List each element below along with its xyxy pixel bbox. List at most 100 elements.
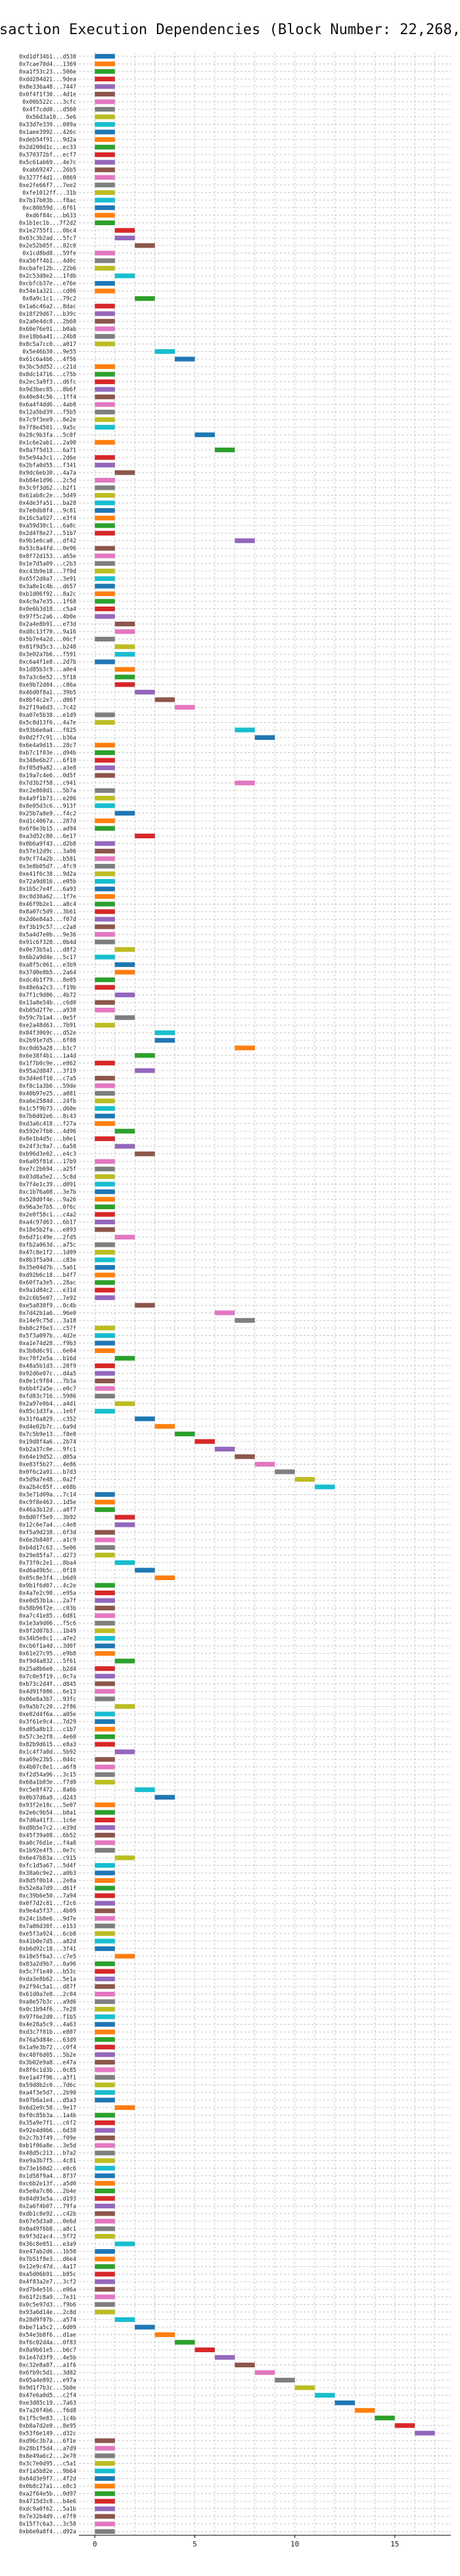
execution-bar [95, 2218, 115, 2224]
execution-bar [95, 1090, 115, 1096]
y-tick-label: 0x4a7e2c98...e95a [19, 1590, 76, 1597]
y-tick-label: 0xa6e2584d...24fb [19, 1098, 76, 1105]
execution-bar [294, 1476, 315, 1482]
y-tick-label: 0x3e71d09a...7c14 [19, 1492, 76, 1499]
y-tick-label: 0x8a7f5d13...6a71 [19, 447, 76, 454]
y-tick-label: 0x1cd8bd8...59fe [22, 251, 76, 257]
execution-bar [95, 1765, 115, 1770]
execution-bar [135, 1416, 155, 1421]
y-tick-label: 0x1d58f9a4...8f37 [19, 2173, 76, 2179]
execution-bar [114, 1015, 135, 1020]
execution-bar [95, 2082, 115, 2088]
y-tick-label: 0x61f2c8a9...7e31 [19, 2294, 76, 2301]
execution-bar [95, 1727, 115, 1732]
y-tick-label: 0x6d71c49e...2fd5 [19, 1235, 76, 1241]
execution-bar [95, 916, 115, 922]
execution-bar [95, 2264, 115, 2269]
execution-bar [275, 2378, 295, 2383]
execution-bar [315, 1484, 335, 1490]
execution-bar [95, 712, 115, 718]
execution-bar [95, 152, 115, 158]
execution-bar [235, 781, 255, 786]
y-tick-label: 0x7c9f3ee9...8e2e [19, 417, 76, 423]
execution-bar [95, 1840, 115, 1845]
execution-bar [95, 1098, 115, 1104]
execution-bar [95, 1341, 115, 1346]
execution-bar [95, 841, 115, 846]
execution-bar [154, 349, 175, 354]
y-tick-label: 0x8e05d3c6...913f [19, 803, 76, 809]
y-tick-label: 0xa8e57b3c...a9d6 [19, 1999, 76, 2006]
y-tick-label: 0xdd284d21...9dea [19, 76, 76, 83]
y-tick-label: 0x91c6f328...0b4d [19, 939, 76, 946]
y-tick-label: 0xe2fe66f7...7ee2 [19, 182, 76, 189]
execution-bar [95, 1167, 115, 1172]
y-tick-label: 0x9dc6eb30...4a7a [19, 470, 76, 477]
execution-bar [95, 1832, 115, 1838]
y-tick-label: 0x9d1f7b3c...5b0e [19, 2385, 76, 2392]
y-tick-label: 0xda3e8b62...5e1a [19, 1977, 76, 1983]
y-tick-label: 0x9b1f6d07...4c2e [19, 1583, 76, 1589]
y-tick-label: 0x93b6e0a4...f825 [19, 727, 76, 734]
execution-bar [95, 144, 115, 150]
y-tick-label: 0xd1df34b1...d538 [19, 54, 76, 60]
y-tick-label: 0x1b5c7e4f...6a93 [19, 886, 76, 893]
y-tick-label: 0x84f3069c...d52e [19, 1030, 76, 1037]
execution-bar [95, 1363, 115, 1369]
y-tick-label: 0x12e9c47d...4a17 [19, 2264, 76, 2271]
execution-bar [95, 1734, 115, 1740]
y-tick-label: 0x9d3bec85...8b6f [19, 387, 76, 393]
chart-title: Transaction Execution Dependencies (Bloc… [0, 22, 460, 38]
execution-bar [95, 2136, 115, 2141]
execution-bar [95, 462, 115, 467]
execution-bar [95, 530, 115, 536]
execution-bar [95, 91, 115, 97]
y-tick-label: 0xa1e74d28...f9b3 [19, 1341, 76, 1347]
execution-bar [95, 2460, 115, 2466]
y-tick-label: 0xb8a7d2e0...8e95 [19, 2423, 76, 2430]
execution-bar [175, 1431, 195, 1436]
execution-bar [95, 1885, 115, 1891]
execution-bar [114, 674, 135, 679]
execution-bar [114, 1356, 135, 1361]
execution-bar [95, 939, 115, 945]
execution-bar [95, 1348, 115, 1354]
y-tick-label: 0x85c1d3fa...1e6f [19, 1409, 76, 1415]
y-tick-label: 0x61ab8c2e...5d49 [19, 493, 76, 500]
execution-bar [95, 1719, 115, 1725]
y-tick-label: 0x5e0a7c86...2b4e [19, 2188, 76, 2195]
y-tick-label: 0x6b4f2a5e...e0c7 [19, 1386, 76, 1392]
execution-bar [235, 1045, 255, 1050]
execution-bar [154, 1030, 175, 1035]
y-tick-label: 0x38a6c9e2...a0b3 [19, 1870, 76, 1877]
execution-bar [114, 992, 135, 998]
execution-bar [114, 235, 135, 241]
y-tick-label: 0x68a1b03e...f7d0 [19, 1780, 76, 1786]
execution-bar [95, 69, 115, 74]
execution-bar [95, 114, 115, 119]
y-tick-label: 0x46a3b12d...a8f7 [19, 1507, 76, 1514]
y-tick-label: 0x348e6b27...6f10 [19, 758, 76, 764]
execution-bar [95, 1333, 115, 1338]
execution-bar [415, 2430, 435, 2436]
execution-bar [95, 1711, 115, 1717]
execution-bar [114, 1144, 135, 1149]
execution-bar [175, 356, 195, 362]
execution-bar [95, 2483, 115, 2489]
x-tick-label: 0 [93, 2540, 97, 2548]
y-tick-label: 0x3d4e6f10...c7a5 [19, 1075, 76, 1082]
execution-bar [114, 2317, 135, 2322]
execution-bar [95, 1969, 115, 1974]
y-tick-label: 0x65f2d0a7...3e91 [19, 576, 76, 582]
execution-bar [95, 137, 115, 142]
y-tick-label: 0x8b3f5a94...c83e [19, 1257, 76, 1264]
execution-bar [95, 1847, 115, 1853]
execution-bar [95, 175, 115, 180]
execution-bar [95, 1999, 115, 2004]
execution-bar [95, 379, 115, 385]
y-tick-label: 0x3e8b05d7...4fc9 [19, 864, 76, 870]
y-tick-label: 0x14e9c75d...3a18 [19, 1318, 76, 1324]
execution-bar [95, 1499, 115, 1505]
execution-bar [95, 1825, 115, 1830]
y-tick-label: 0x7a20f4b6...f6d8 [19, 2408, 76, 2415]
